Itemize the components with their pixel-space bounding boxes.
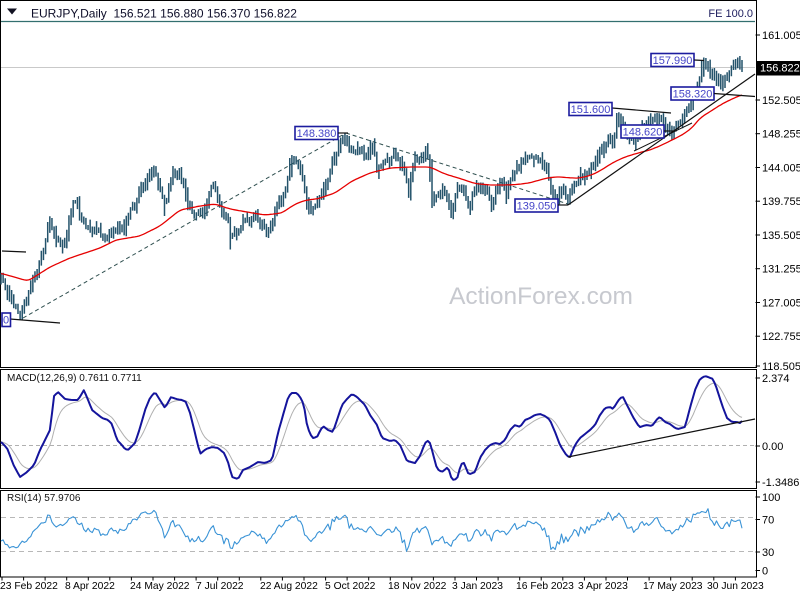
svg-text:EURJPY,Daily 156.521 156.880: EURJPY,Daily 156.521 156.880 156.370 156… [31,7,297,21]
svg-text:139.050: 139.050 [517,201,557,213]
svg-text:8 Apr 2022: 8 Apr 2022 [65,581,115,592]
svg-text:FE 100.0: FE 100.0 [708,8,753,20]
svg-text:148.255: 148.255 [762,129,800,141]
svg-text:100: 100 [762,492,780,504]
svg-text:122.755: 122.755 [762,331,800,343]
svg-text:148.620: 148.620 [623,127,663,139]
svg-text:131.255: 131.255 [762,264,800,276]
svg-text:16 Feb 2023: 16 Feb 2023 [516,581,574,592]
svg-text:22 Aug 2022: 22 Aug 2022 [260,581,318,592]
svg-text:127.005: 127.005 [762,298,800,310]
svg-text:23 Feb 2022: 23 Feb 2022 [0,581,58,592]
svg-text:18 Nov 2022: 18 Nov 2022 [388,581,447,592]
svg-text:161.005: 161.005 [762,30,800,42]
svg-text:3 Apr 2023: 3 Apr 2023 [578,581,628,592]
svg-text:118.505: 118.505 [762,361,800,373]
svg-text:158.320: 158.320 [673,89,713,101]
svg-text:148.380: 148.380 [297,128,337,140]
svg-text:157.990: 157.990 [653,55,693,67]
svg-text:30 Jun 2023: 30 Jun 2023 [707,581,764,592]
svg-text:70: 70 [762,515,774,527]
svg-text:152.505: 152.505 [762,95,800,107]
svg-text:7 Jul 2022: 7 Jul 2022 [196,581,244,592]
svg-text:ActionForex.com: ActionForex.com [449,283,633,310]
svg-text:5 Oct 2022: 5 Oct 2022 [325,581,376,592]
svg-text:151.600: 151.600 [571,104,611,116]
svg-text:-1.3486: -1.3486 [762,477,799,489]
svg-text:144.005: 144.005 [762,163,800,175]
svg-text:24 May 2022: 24 May 2022 [130,581,190,592]
svg-text:156.822: 156.822 [760,63,800,75]
svg-text:139.755: 139.755 [762,196,800,208]
svg-text:0.00: 0.00 [762,441,783,453]
svg-text:0: 0 [762,566,768,578]
svg-text:30: 30 [762,547,774,559]
svg-text:135.505: 135.505 [762,230,800,242]
svg-text:0: 0 [3,315,9,327]
svg-text:MACD(12,26,9) 0.7611 0.7711: MACD(12,26,9) 0.7611 0.7711 [7,373,142,384]
svg-text:17 May 2023: 17 May 2023 [643,581,703,592]
svg-text:RSI(14) 57.9706: RSI(14) 57.9706 [7,493,81,504]
svg-text:3 Jan 2023: 3 Jan 2023 [452,581,503,592]
svg-text:2.374: 2.374 [762,373,790,385]
